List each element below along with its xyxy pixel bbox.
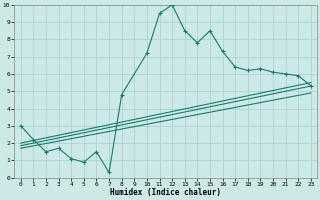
X-axis label: Humidex (Indice chaleur): Humidex (Indice chaleur) [110, 188, 221, 197]
